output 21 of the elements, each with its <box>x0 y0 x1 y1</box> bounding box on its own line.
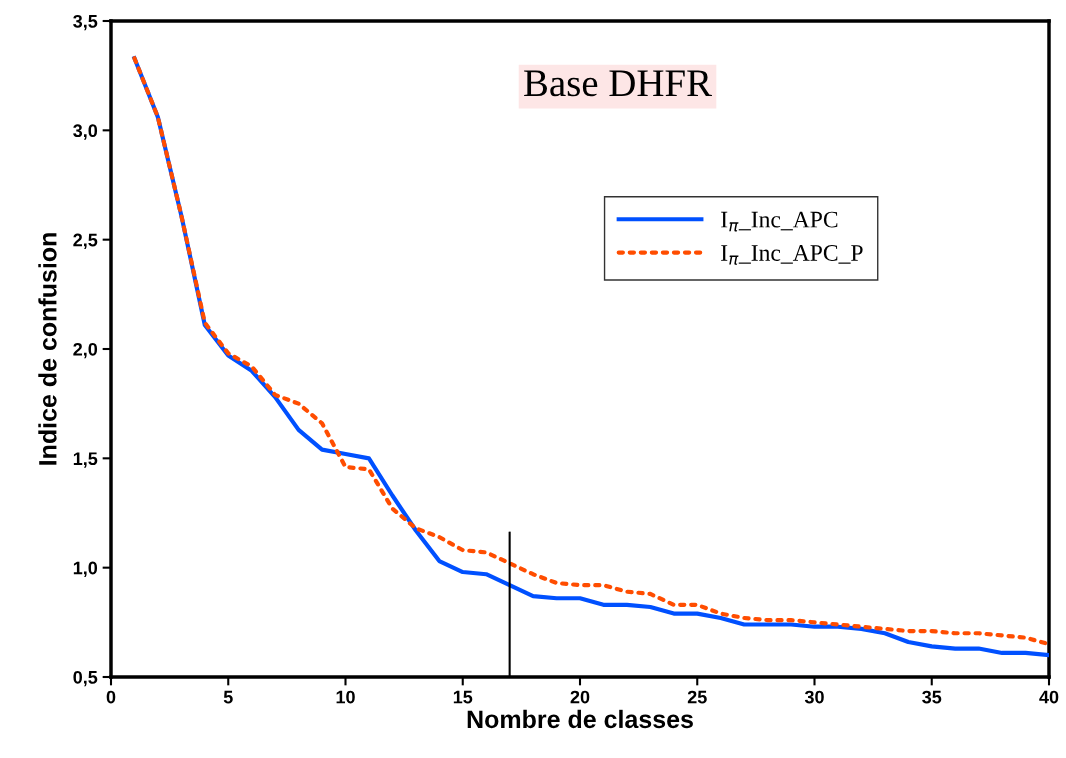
x-axis-title: Nombre de classes <box>467 709 693 729</box>
x-tick-label: 0 <box>106 690 116 704</box>
x-tick-label: 15 <box>453 690 473 704</box>
y-tick-label: 0,5 <box>73 670 98 687</box>
text: Base DHFR <box>524 70 712 97</box>
x-tick-label: 20 <box>570 690 590 704</box>
x-tick-label: 25 <box>687 690 707 704</box>
x-tick-label: 40 <box>1039 690 1059 704</box>
y-axis-title: Indice de confusion <box>38 233 57 465</box>
y-tick-label: 2,5 <box>73 233 98 249</box>
x-tick-label: 30 <box>804 690 824 704</box>
x-tick-label: 35 <box>922 690 942 704</box>
y-tick-label: 1,5 <box>73 452 98 468</box>
legend-label: I$_{π}$_Inc_APC_P <box>721 245 863 265</box>
y-tick-label: 2,0 <box>73 342 98 359</box>
y-tick-label: 1,0 <box>73 561 98 577</box>
x-tick-label: 5 <box>223 690 233 704</box>
x-tick-label: 10 <box>336 690 355 704</box>
y-tick-label: 3,0 <box>73 124 98 140</box>
y-tick-label: 3,5 <box>73 14 98 31</box>
legend-label: I$_{π}$_Inc_APC <box>721 211 838 232</box>
